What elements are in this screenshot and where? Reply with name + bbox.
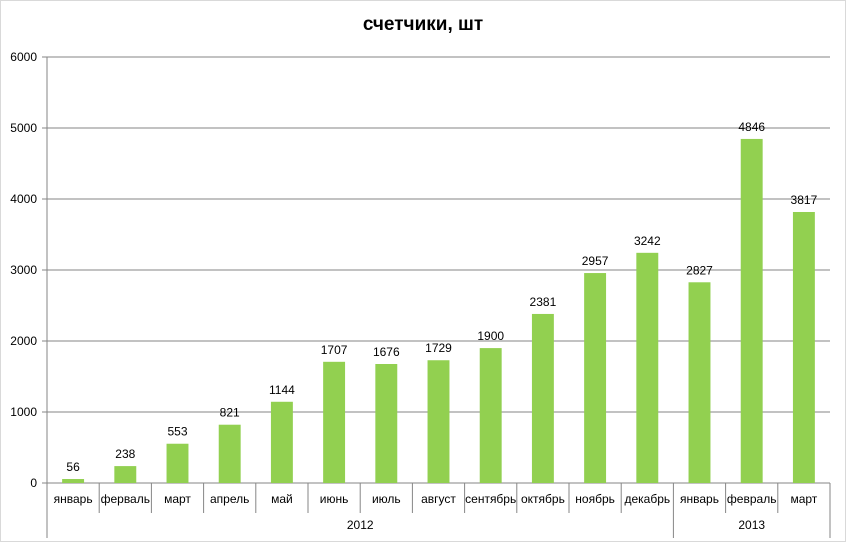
x-tick-label: ноябрь: [575, 492, 615, 506]
y-tick-label: 6000: [10, 50, 37, 64]
bar: [270, 401, 293, 483]
x-tick-label: январь: [680, 492, 719, 506]
bar: [114, 466, 137, 483]
y-tick-label: 3000: [10, 263, 37, 277]
data-label: 3817: [791, 193, 818, 207]
x-tick-label: август: [421, 492, 456, 506]
data-label: 56: [66, 460, 80, 474]
data-label: 1729: [425, 341, 452, 355]
bar: [323, 361, 346, 483]
y-tick-label: 1000: [10, 405, 37, 419]
data-label: 2827: [686, 263, 713, 277]
bar: [740, 138, 763, 483]
x-tick-label: апрель: [210, 492, 249, 506]
bar: [792, 211, 815, 484]
data-label: 1707: [321, 343, 348, 357]
x-tick-label: декабрь: [624, 492, 670, 506]
x-tick-label: июль: [372, 492, 401, 506]
x-tick-label: март: [164, 492, 191, 506]
data-label: 4846: [738, 120, 765, 134]
bar: [584, 273, 607, 483]
x-tick-label: январь: [54, 492, 93, 506]
y-tick-label: 4000: [10, 192, 37, 206]
data-label: 2381: [530, 295, 557, 309]
bar: [375, 364, 398, 483]
data-label: 821: [220, 406, 240, 420]
data-label: 1676: [373, 345, 400, 359]
x-tick-label: июнь: [320, 492, 349, 506]
x-tick-label: февраль: [727, 492, 777, 506]
bar: [479, 348, 502, 483]
data-label: 2957: [582, 254, 609, 268]
bar: [688, 282, 711, 483]
x-tick-label: октябрь: [521, 492, 565, 506]
data-label: 3242: [634, 234, 661, 248]
bar: [218, 424, 241, 483]
x-tick-label: март: [790, 492, 817, 506]
bar: [636, 252, 659, 483]
data-label: 553: [167, 425, 187, 439]
data-label: 1900: [477, 329, 504, 343]
group-label: 2012: [347, 518, 374, 532]
y-tick-label: 5000: [10, 121, 37, 135]
y-tick-label: 2000: [10, 334, 37, 348]
bar: [531, 313, 554, 483]
y-tick-label: 0: [30, 476, 37, 490]
x-tick-label: май: [271, 492, 293, 506]
chart-title: счетчики, шт: [362, 14, 484, 35]
data-label: 238: [115, 447, 135, 461]
x-tick-label: сентябрь: [465, 492, 516, 506]
bar: [166, 443, 189, 483]
x-tick-label: ферваль: [101, 492, 150, 506]
bar: [427, 360, 450, 483]
bar: [62, 479, 85, 483]
group-label: 2013: [738, 518, 765, 532]
data-label: 1144: [269, 383, 295, 397]
